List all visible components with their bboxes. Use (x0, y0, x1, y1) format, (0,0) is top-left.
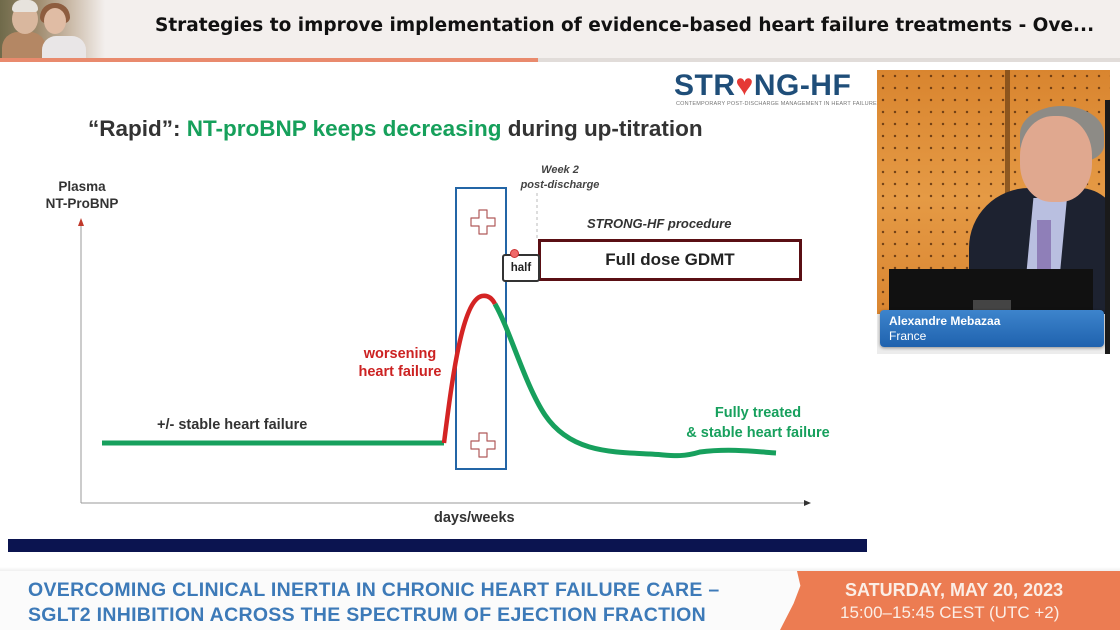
pointer-dot-icon (510, 249, 519, 258)
progress-bar-fill (0, 58, 538, 62)
y-axis-label-line2: NT-ProBNP (45, 196, 119, 211)
worsening-hf-label: worsening heart failure (350, 345, 450, 381)
presentation-slide (0, 62, 870, 552)
worsening-curve (441, 293, 498, 444)
slide-title-prefix: “Rapid”: (88, 116, 187, 141)
speaker-video[interactable] (877, 70, 1110, 354)
logo-text-end: NG-HF (753, 69, 852, 102)
y-axis-label: Plasma NT-ProBNP (44, 178, 120, 212)
speaker-name: Alexandre Mebazaa (889, 314, 1001, 328)
heart-icon: ♥ (735, 69, 754, 102)
speaker-name-plate: Alexandre Mebazaa France (880, 310, 1104, 347)
x-axis-label: days/weeks (434, 510, 515, 526)
session-date: SATURDAY, MAY 20, 2023 (845, 580, 1064, 600)
logo-text-start: STR (674, 69, 736, 102)
procedure-label: STRONG-HF procedure (587, 216, 732, 231)
slide-bottom-bar (8, 539, 867, 552)
treated-line1: Fully treated (714, 405, 802, 421)
symposium-title: OVERCOMING CLINICAL INERTIA IN CHRONIC H… (28, 578, 720, 628)
session-date-badge: SATURDAY, MAY 20, 2023 15:00–15:45 CEST … (780, 571, 1120, 630)
y-axis-label-line1: Plasma (58, 179, 106, 194)
event-thumbnail-image (0, 0, 105, 58)
half-dose-box: half (502, 254, 540, 282)
video-edge (1105, 100, 1110, 354)
week2-label-line1: Week 2 (541, 164, 579, 176)
worsening-line1: worsening (363, 346, 437, 362)
symposium-title-line1: OVERCOMING CLINICAL INERTIA IN CHRONIC H… (28, 579, 720, 601)
week2-label: Week 2 post-discharge (510, 163, 610, 193)
worsening-line2: heart failure (358, 364, 442, 380)
full-dose-gdmt-box: Full dose GDMT (538, 239, 802, 281)
ntprobnp-diagram (78, 187, 811, 506)
stable-hf-label: +/- stable heart failure (157, 417, 308, 433)
speaker-country: France (889, 329, 927, 343)
medical-cross-icon (470, 432, 496, 458)
progress-bar[interactable] (0, 58, 1120, 62)
header-bar: Strategies to improve implementation of … (0, 0, 1120, 58)
slide-title: “Rapid”: NT-proBNP keeps decreasing duri… (88, 116, 703, 142)
session-time: 15:00–15:45 CEST (UTC +2) (840, 603, 1060, 622)
strong-hf-logo: STR♥NG-HF CONTEMPORARY POST-DISCHARGE MA… (674, 69, 877, 110)
slide-title-highlight: NT-proBNP keeps decreasing (186, 116, 502, 141)
week2-label-line2: post-discharge (520, 179, 600, 191)
fully-treated-label: Fully treated & stable heart failure (666, 403, 850, 443)
medical-cross-icon (470, 209, 496, 235)
logo-subtitle: CONTEMPORARY POST-DISCHARGE MANAGEMENT I… (676, 101, 877, 107)
session-title: Strategies to improve implementation of … (155, 15, 1095, 36)
slide-title-suffix: during up-titration (501, 116, 703, 141)
symposium-title-line2: SGLT2 INHIBITION ACROSS THE SPECTRUM OF … (28, 604, 706, 626)
y-axis-arrow-icon (78, 218, 84, 226)
treated-decline-curve (492, 302, 777, 459)
footer-shadow (0, 567, 1120, 572)
treated-line2: & stable heart failure (686, 425, 830, 441)
x-axis-arrow-icon (804, 500, 811, 506)
